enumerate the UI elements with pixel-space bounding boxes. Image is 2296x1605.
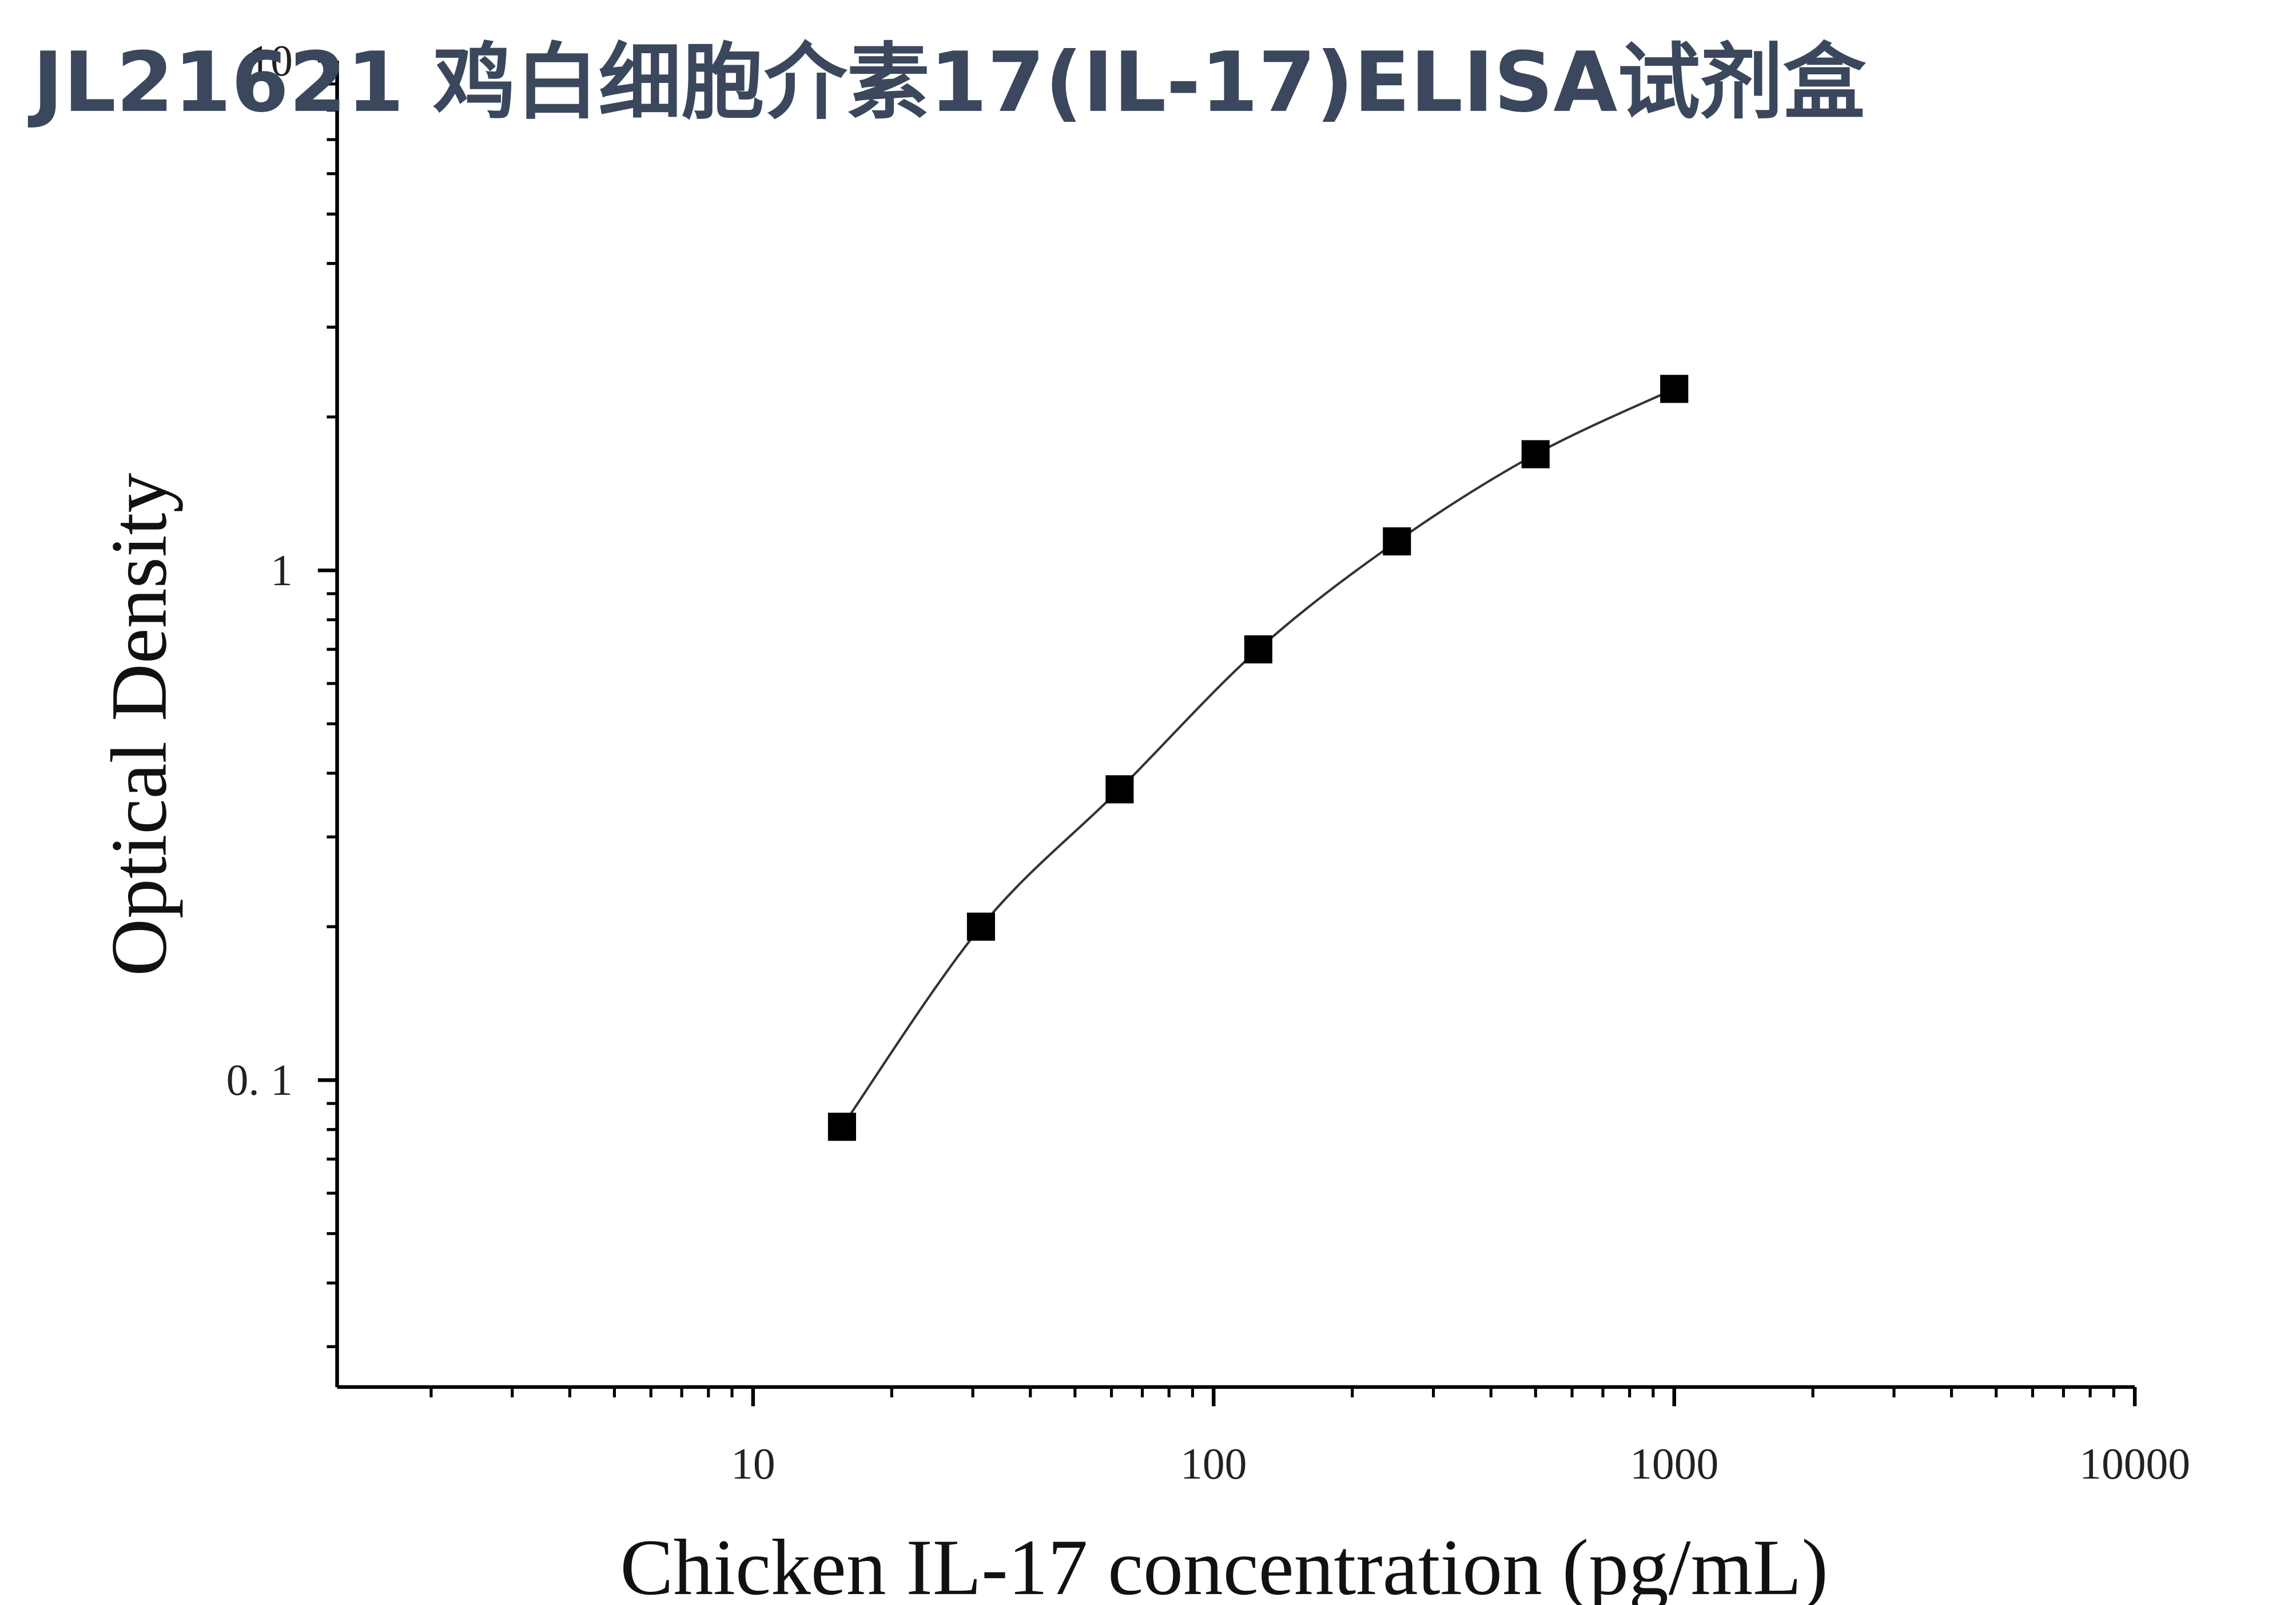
- data-point: [1660, 375, 1689, 403]
- y-axis-label: Optical Density: [95, 473, 184, 976]
- x-tick-label: 100: [1180, 1439, 1247, 1488]
- x-tick-label: 10000: [2079, 1439, 2190, 1488]
- data-point: [966, 912, 995, 941]
- x-tick-label: 10: [731, 1439, 775, 1488]
- data-point: [1383, 527, 1411, 556]
- data-point: [1521, 440, 1550, 468]
- chart-title: JL21621 鸡白细胞介素17(IL-17)ELISA试剂盒: [27, 35, 1867, 131]
- x-axis-label: Chicken IL-17 concentration (pg/mL): [620, 1524, 1828, 1605]
- y-tick-label: 0. 1: [226, 1055, 293, 1105]
- x-tick-label: 1000: [1630, 1439, 1718, 1488]
- data-point: [827, 1113, 856, 1141]
- fit-curve: [841, 388, 1675, 1128]
- y-tick-label: 10: [248, 36, 293, 85]
- data-point: [1105, 775, 1134, 804]
- data-point: [1244, 635, 1272, 664]
- y-tick-label: 1: [270, 546, 293, 595]
